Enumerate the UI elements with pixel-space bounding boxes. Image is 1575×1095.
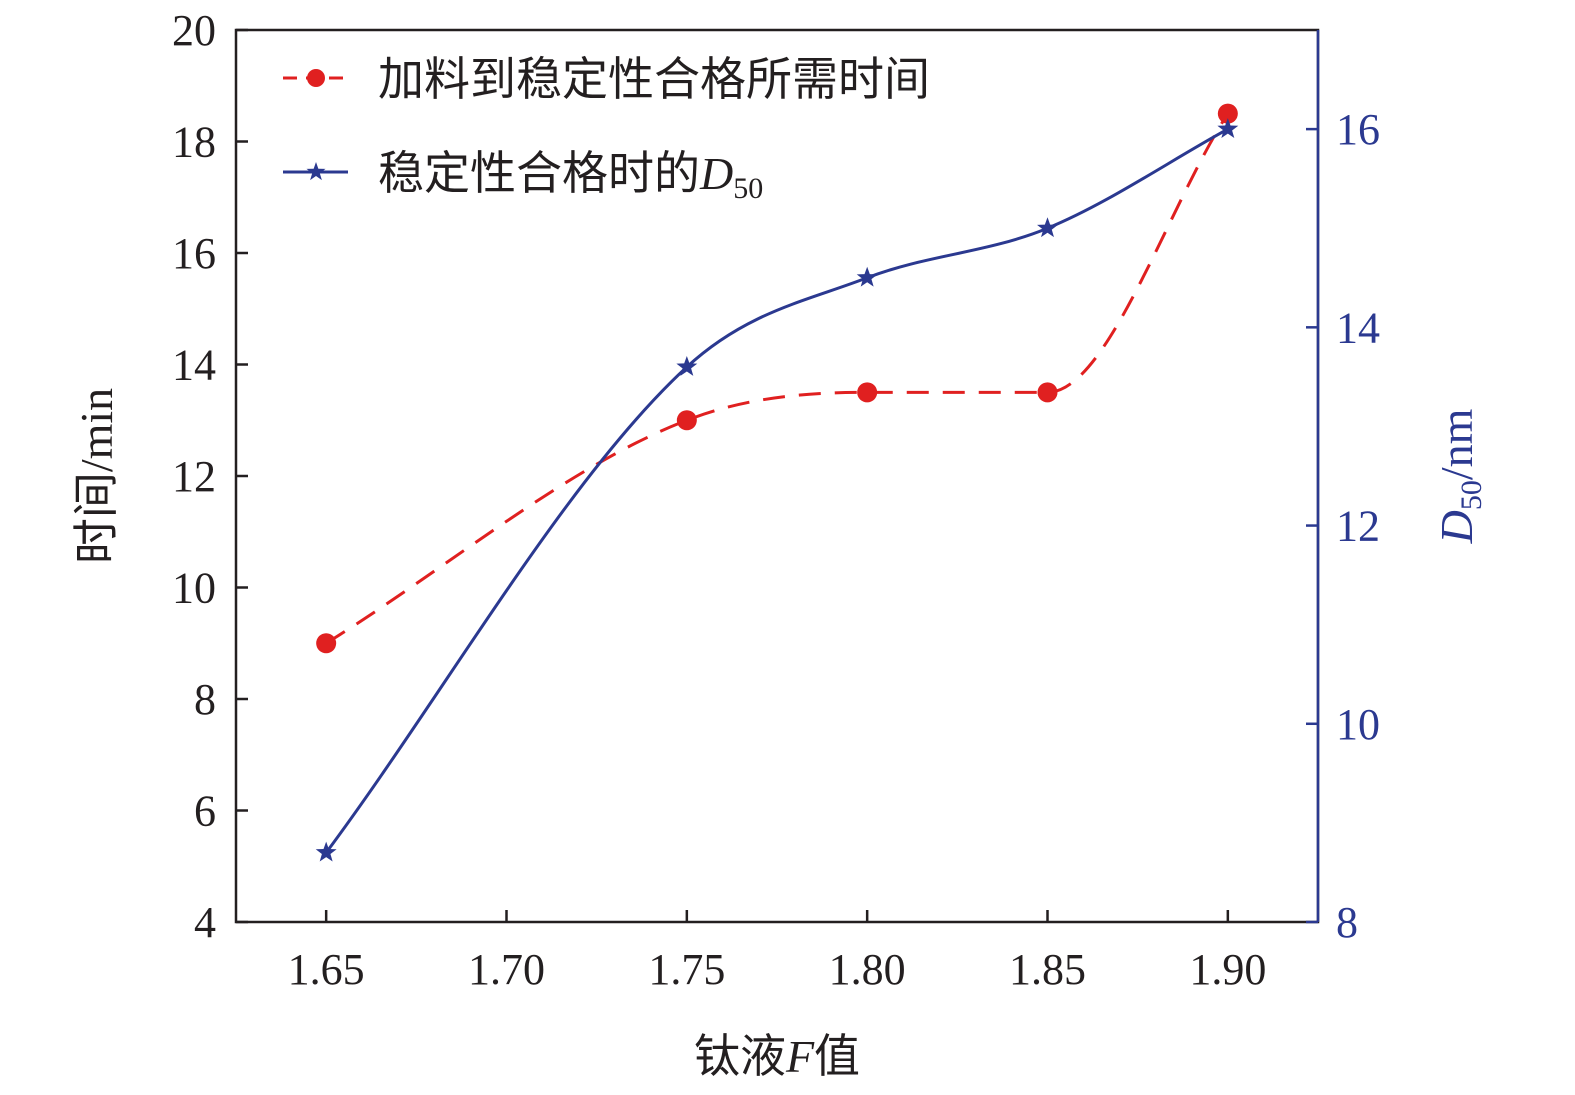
y-left-tick-label: 14 [172,341,216,390]
x-axis-title: 钛液F值 [694,1031,860,1082]
legend-entry-d50: 稳定性合格时的D50 [283,148,763,205]
x-tick-label: 1.65 [288,945,365,994]
legend-label-d50: 稳定性合格时的D50 [378,148,763,205]
x-tick-label: 1.90 [1189,945,1266,994]
legend-marker-circle [307,69,325,87]
y-right-tick-label: 16 [1336,105,1380,154]
legend-label-d50-sub: 50 [733,172,763,205]
x-tick-label: 1.70 [468,945,545,994]
y-right-axis-title-unit: /nm [1431,408,1482,480]
x-axis-title-var: F [785,1031,815,1082]
y-left-tick-label: 6 [194,787,216,836]
y-left-tick-label: 8 [194,675,216,724]
y-left-tick-label: 20 [172,6,216,55]
y-left-tick-label: 10 [172,564,216,613]
legend-label-time: 加料到稳定性合格所需时间 [378,54,930,105]
x-axis-title-prefix: 钛液 [694,1031,786,1082]
data-point-circle [316,633,337,654]
data-point-star [676,355,698,376]
y-left-tick-label: 4 [194,898,216,947]
x-axis-ticks: 1.65 1.70 1.75 1.80 1.85 1.90 [288,910,1266,994]
y-right-tick-label: 12 [1336,502,1380,551]
data-point-circle [676,410,697,431]
y-right-axis-title-var: D [1431,510,1482,544]
y-left-tick-label: 16 [172,229,216,278]
y-right-tick-label: 14 [1336,303,1380,352]
y-left-axis-ticks: 4 6 8 10 12 14 16 18 20 [172,6,248,947]
y-left-tick-label: 12 [172,452,216,501]
legend-label-d50-var: D [699,148,733,199]
legend: 加料到稳定性合格所需时间 稳定性合格时的D50 [283,54,930,205]
data-point-circle [1037,382,1058,403]
data-point-star [315,841,337,862]
legend-entry-time: 加料到稳定性合格所需时间 [283,54,930,105]
y-right-axis-title: D50/nm [1431,408,1488,544]
legend-marker-star [306,162,326,181]
data-point-circle [857,382,878,403]
series-line-1 [324,127,1229,854]
y-left-tick-label: 18 [172,118,216,167]
x-axis-title-suffix: 值 [814,1031,860,1082]
legend-label-d50-text: 稳定性合格时的 [378,148,700,199]
data-point-star [1037,217,1058,238]
y-left-axis-title: 时间/min [71,388,122,564]
y-right-axis-title-sub: 50 [1455,480,1488,510]
x-tick-label: 1.75 [648,945,725,994]
y-right-axis-ticks: 8 10 12 14 16 [1306,105,1380,947]
x-tick-label: 1.85 [1009,945,1086,994]
data-point-star [1217,118,1239,139]
series-layer [315,103,1239,862]
x-tick-label: 1.80 [829,945,906,994]
y-right-tick-label: 10 [1336,700,1380,749]
data-point-star [856,266,878,287]
data-point-circle [1217,103,1238,124]
y-right-tick-label: 8 [1336,898,1358,947]
